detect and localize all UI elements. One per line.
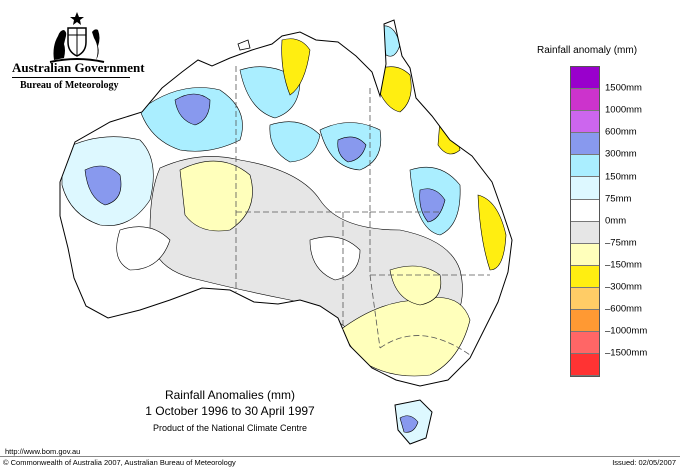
legend-swatch xyxy=(571,332,599,355)
legend-label: 1500mm xyxy=(605,82,642,94)
map-title: Rainfall Anomalies (mm) xyxy=(164,388,296,402)
map-product-credit: Product of the National Climate Centre xyxy=(152,423,308,433)
issued-date: Issued: 02/05/2007 xyxy=(612,458,676,467)
legend-title: Rainfall anomaly (mm) xyxy=(537,45,638,56)
legend-label: –1500mm xyxy=(605,347,648,359)
legend-swatch xyxy=(571,111,599,134)
legend-swatch xyxy=(571,287,599,311)
legend-label: 150mm xyxy=(605,171,637,182)
legend-label: 75mm xyxy=(605,193,632,205)
map-period: 1 October 1996 to 30 April 1997 xyxy=(145,404,315,418)
legend-label: –150mm xyxy=(605,259,642,271)
coat-of-arms-icon xyxy=(49,12,105,63)
legend-label: 1000mm xyxy=(605,104,642,116)
legend-swatch xyxy=(571,89,599,112)
map-land xyxy=(59,19,513,445)
legend-swatch xyxy=(571,310,599,333)
state-borders xyxy=(235,66,490,356)
legend-swatch xyxy=(571,243,599,266)
legend-label: –600mm xyxy=(605,303,642,315)
legend-swatch xyxy=(571,155,599,178)
legend-swatch xyxy=(571,221,599,244)
legend-label: 0mm xyxy=(605,215,627,227)
footer-divider xyxy=(0,456,680,457)
legend-swatch xyxy=(571,67,599,90)
legend-swatch xyxy=(571,199,599,222)
legend-swatch xyxy=(571,265,599,288)
government-name: Australian Government xyxy=(12,60,145,75)
legend-label: 300mm xyxy=(605,148,637,160)
legend-label: –300mm xyxy=(605,281,642,293)
header-divider xyxy=(12,77,130,78)
website-link[interactable]: http://www.bom.gov.au xyxy=(5,447,81,456)
legend-color-bar xyxy=(570,66,600,378)
bureau-name: Bureau of Meteorology xyxy=(20,80,119,91)
legend-label: –75mm xyxy=(605,237,637,249)
legend-label: 600mm xyxy=(605,126,637,138)
legend-label: –1000mm xyxy=(605,325,648,337)
copyright-text: © Commonwealth of Australia 2007, Austra… xyxy=(3,458,236,467)
legend-swatch xyxy=(571,177,599,200)
legend-swatch xyxy=(571,354,599,377)
legend-swatch xyxy=(571,133,599,156)
